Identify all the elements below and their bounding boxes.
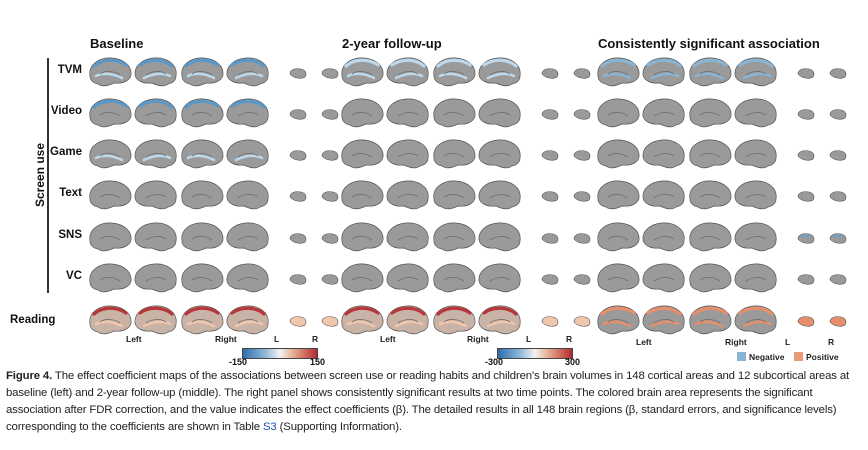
view-label-left: Left xyxy=(126,334,142,344)
panel-title-consistent: Consistently significant association xyxy=(598,36,820,51)
view-label-r: R xyxy=(828,337,835,347)
view-label-r: R xyxy=(312,334,319,344)
view-label-l: L xyxy=(785,337,791,347)
view-label-r: R xyxy=(566,334,573,344)
view-label-right: Right xyxy=(467,334,489,344)
group-bracket-line xyxy=(47,58,49,293)
view-label-left: Left xyxy=(636,337,652,347)
colorbar-min: -150 xyxy=(229,357,248,367)
colorbar-max: 150 xyxy=(310,357,326,367)
caption-text-end: (Supporting Information). xyxy=(276,421,402,433)
row-label-sns: SNS xyxy=(58,229,82,241)
panel-title-followup: 2-year follow-up xyxy=(342,36,442,51)
legend-positive-label: Positive xyxy=(806,352,839,362)
colorbar-max: 300 xyxy=(565,357,581,367)
legend-negative-label: Negative xyxy=(749,352,785,362)
row-label-vc: VC xyxy=(66,270,82,282)
caption-label: Figure 4. xyxy=(6,370,53,382)
row-label-tvm: TVM xyxy=(57,64,82,76)
view-label-right: Right xyxy=(725,337,747,347)
view-label-left: Left xyxy=(380,334,396,344)
row-label-video: Video xyxy=(50,105,82,117)
row-label-game: Game xyxy=(50,146,82,158)
legend-positive-swatch xyxy=(794,352,803,361)
screen-use-group: Screen use xyxy=(32,58,52,293)
view-label-l: L xyxy=(274,334,280,344)
legend-negative-swatch xyxy=(737,352,746,361)
view-label-right: Right xyxy=(215,334,237,344)
figure-4: Baseline 2-year follow-up Consistently s… xyxy=(10,36,847,367)
colorbar-min: -300 xyxy=(485,357,504,367)
panel-title-baseline: Baseline xyxy=(90,36,144,51)
colorbar-baseline xyxy=(242,348,318,359)
figure-caption: Figure 4. The effect coefficient maps of… xyxy=(6,368,862,436)
row-label-reading: Reading xyxy=(10,314,56,326)
caption-text: The effect coefficient maps of the assoc… xyxy=(6,370,850,433)
view-label-l: L xyxy=(526,334,532,344)
table-s3-link[interactable]: S3 xyxy=(262,421,277,433)
row-label-text: Text xyxy=(59,187,82,199)
brain-maps-grid xyxy=(89,57,847,335)
colorbar-followup xyxy=(497,348,573,359)
